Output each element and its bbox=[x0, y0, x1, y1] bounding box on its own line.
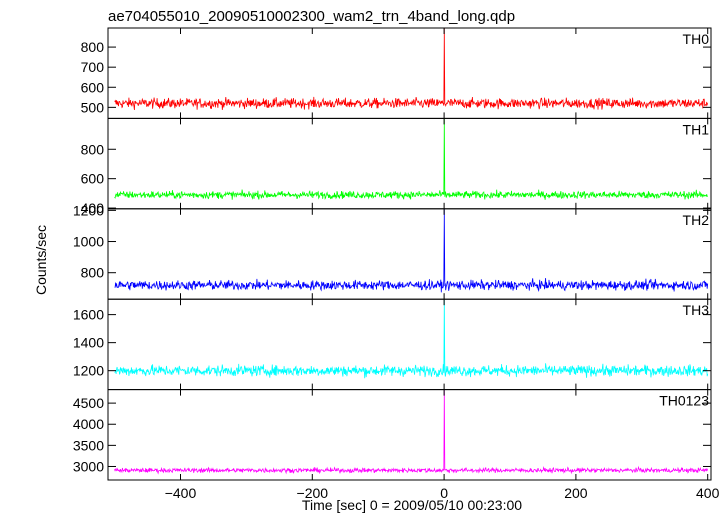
panel-th0123: 3000 3500 4000 4500 TH0123 bbox=[73, 389, 712, 481]
panel-label: TH0 bbox=[683, 31, 710, 47]
x-axis: −400 −200 0 200 400 bbox=[165, 485, 720, 501]
panel-frame bbox=[107, 298, 712, 391]
series-line-th1 bbox=[114, 118, 708, 200]
x-axis-label: Time [sec] 0 = 2009/05/10 00:23:00 bbox=[302, 497, 522, 513]
y-tick-label: 400 bbox=[81, 200, 105, 216]
y-tick-label: 1200 bbox=[73, 363, 104, 379]
y-axis-label: Counts/sec bbox=[33, 225, 49, 295]
y-tick-label: 600 bbox=[81, 79, 105, 95]
panel-th0: 500 600 700 800 TH0 bbox=[81, 27, 712, 119]
y-tick-label: 4000 bbox=[73, 416, 104, 432]
panel-th3: 1200 1400 1600 TH3 bbox=[73, 298, 712, 391]
series-line-th2 bbox=[114, 208, 709, 293]
series-line-th0123 bbox=[114, 389, 709, 475]
y-tick-label: 700 bbox=[81, 59, 105, 75]
chart-title: ae704055010_20090510002300_wam2_trn_4ban… bbox=[108, 8, 515, 25]
x-tick-label: −400 bbox=[165, 485, 197, 501]
y-tick-label: 1600 bbox=[73, 307, 104, 323]
y-tick-label: 3000 bbox=[73, 458, 104, 474]
x-tick-label: −200 bbox=[297, 485, 329, 501]
y-tick-label: 600 bbox=[81, 171, 105, 187]
series-line-th3 bbox=[114, 299, 709, 379]
panel-th2: 800 1000 1200 TH2 bbox=[73, 202, 712, 300]
panel-label: TH1 bbox=[683, 121, 710, 137]
y-tick-label: 4500 bbox=[73, 395, 104, 411]
x-tick-label: 0 bbox=[440, 485, 448, 501]
panel-th1: 400 600 800 TH1 bbox=[81, 117, 712, 216]
y-tick-label: 800 bbox=[81, 39, 105, 55]
y-tick-label: 800 bbox=[81, 141, 105, 157]
panel-label: TH0123 bbox=[659, 393, 709, 409]
panel-frame bbox=[107, 389, 712, 481]
y-tick-label: 1400 bbox=[73, 335, 104, 351]
panel-label: TH3 bbox=[683, 302, 710, 318]
y-tick-label: 3500 bbox=[73, 437, 104, 453]
series-line-th0 bbox=[114, 28, 709, 111]
y-tick-label: 1200 bbox=[73, 202, 104, 218]
panel-stack: 500 600 700 800 TH0 400 600 800 TH1 800 1000 1200 TH… bbox=[73, 27, 712, 481]
x-tick-label: 400 bbox=[696, 485, 720, 501]
y-tick-label: 1000 bbox=[73, 234, 104, 250]
y-tick-label: 500 bbox=[81, 99, 105, 115]
x-tick-label: 200 bbox=[564, 485, 588, 501]
panel-frame bbox=[107, 27, 712, 119]
y-tick-label: 800 bbox=[81, 265, 105, 281]
panel-label: TH2 bbox=[683, 212, 710, 228]
